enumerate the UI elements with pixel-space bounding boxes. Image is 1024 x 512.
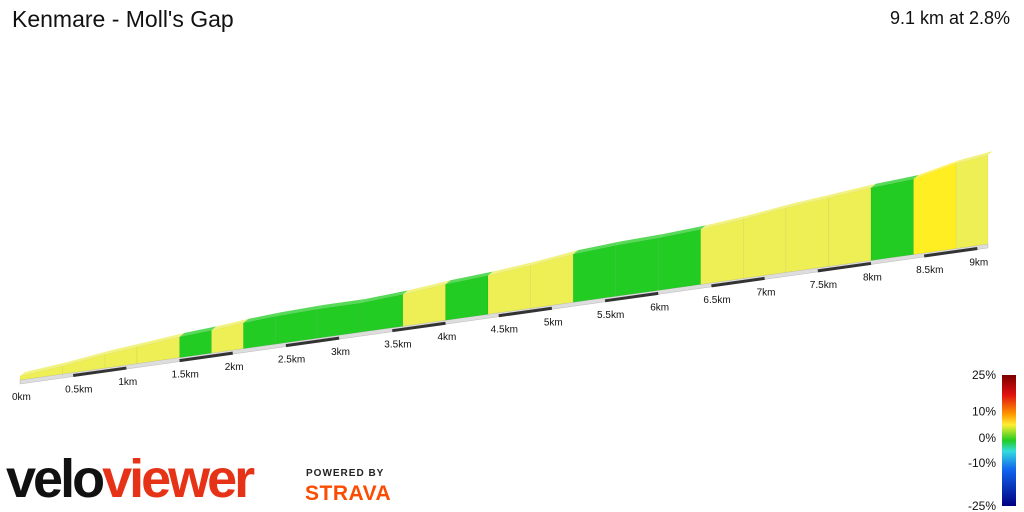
profile-segment xyxy=(743,207,787,279)
profile-segment-top xyxy=(615,234,664,246)
powered-by-text: POWERED BY xyxy=(306,468,385,479)
distance-tick-label: 0.5km xyxy=(65,385,92,396)
veloviewer-logo: veloviewer xyxy=(6,449,255,509)
gradient-legend-label: -10% xyxy=(968,456,996,470)
distance-tick-label: 1.5km xyxy=(172,370,199,381)
distance-tick-label: 4km xyxy=(437,332,456,343)
gradient-color-bar xyxy=(1002,375,1016,506)
distance-tick-bar xyxy=(285,336,340,348)
profile-segment-top xyxy=(20,361,68,376)
distance-tick-label: 9km xyxy=(969,257,988,268)
profile-segment xyxy=(657,229,702,291)
profile-segment xyxy=(785,197,829,273)
distance-tick-label: 7.5km xyxy=(810,280,837,291)
profile-segment xyxy=(572,245,616,303)
distance-tick-bar xyxy=(498,306,553,318)
profile-segment xyxy=(317,302,361,339)
profile-segment-top xyxy=(211,318,249,331)
profile-segment-top xyxy=(137,332,185,347)
profile-segment-top xyxy=(956,151,993,164)
distance-tick-bar xyxy=(923,247,978,258)
distance-tick-label: 7km xyxy=(757,287,776,298)
profile-segment xyxy=(913,163,957,255)
distance-tick-label: 6.5km xyxy=(703,295,730,306)
profile-segment-top xyxy=(913,159,962,180)
profile-segment-top xyxy=(658,225,706,239)
profile-segment xyxy=(700,218,744,285)
profile-segment-top xyxy=(445,271,494,285)
profile-segment-top xyxy=(530,250,579,266)
distance-tick-label: 5.5km xyxy=(597,310,624,321)
profile-segment-top xyxy=(700,215,749,230)
chart-title: Kenmare - Moll's Gap xyxy=(12,6,234,32)
gradient-legend: 25% 10% 0% -10% -25% xyxy=(968,368,1016,512)
distance-tick-bar xyxy=(817,261,872,273)
distance-tick-label: 5km xyxy=(544,317,563,328)
distance-tick-label: 8km xyxy=(863,272,882,283)
distance-tick-label: 2.5km xyxy=(278,355,305,366)
distance-tick-label: 1km xyxy=(118,377,137,388)
profile-segment xyxy=(828,187,872,267)
profile-segment-top xyxy=(828,183,876,198)
profile-segment-top xyxy=(360,290,408,304)
profile-segment-top xyxy=(785,193,834,208)
distance-tick-label: 4.5km xyxy=(491,325,518,336)
distance-tick-label: 0km xyxy=(12,392,31,403)
profile-segment-top xyxy=(488,261,536,276)
distance-tick-label: 2km xyxy=(225,362,244,373)
distance-tick-bar xyxy=(72,366,127,378)
distance-tick-label: 3.5km xyxy=(384,340,411,351)
distance-tick-label: 6km xyxy=(650,302,669,313)
profile-segment-top xyxy=(179,326,217,337)
distance-tick-label: 8.5km xyxy=(916,265,943,276)
strava-logo: STRAVA xyxy=(305,482,392,505)
profile-segment-top xyxy=(105,342,143,355)
distance-tick-bar xyxy=(392,321,446,333)
profile-segment-top xyxy=(402,280,451,295)
profile-segment-top xyxy=(743,203,791,220)
profile-segment xyxy=(870,178,914,261)
profile-segment xyxy=(615,237,659,297)
profile-segment-top xyxy=(573,241,621,255)
profile-segment-top xyxy=(317,299,366,309)
profile-segment-top xyxy=(62,350,111,366)
distance-tick-label: 3km xyxy=(331,347,350,358)
profile-segment-top xyxy=(275,304,323,317)
profile-segment-top xyxy=(870,175,919,188)
gradient-legend-label: 0% xyxy=(979,431,997,445)
profile-segment xyxy=(955,154,989,249)
climb-summary: 9.1 km at 2.8% xyxy=(889,8,1010,28)
profile-segment-top xyxy=(243,312,281,323)
profile-segments xyxy=(19,151,993,381)
gradient-legend-label: 25% xyxy=(972,368,996,382)
distance-ticks: 0km 0.5km 1km 1.5km 2km 2.5km 3km 3.5km 4km 4.5km… xyxy=(12,247,988,403)
distance-tick-bar xyxy=(711,276,765,288)
gradient-legend-label: 10% xyxy=(972,405,996,419)
distance-tick-bar xyxy=(604,291,659,303)
gradient-legend-label: -25% xyxy=(968,499,996,512)
distance-tick-bar xyxy=(179,351,233,363)
